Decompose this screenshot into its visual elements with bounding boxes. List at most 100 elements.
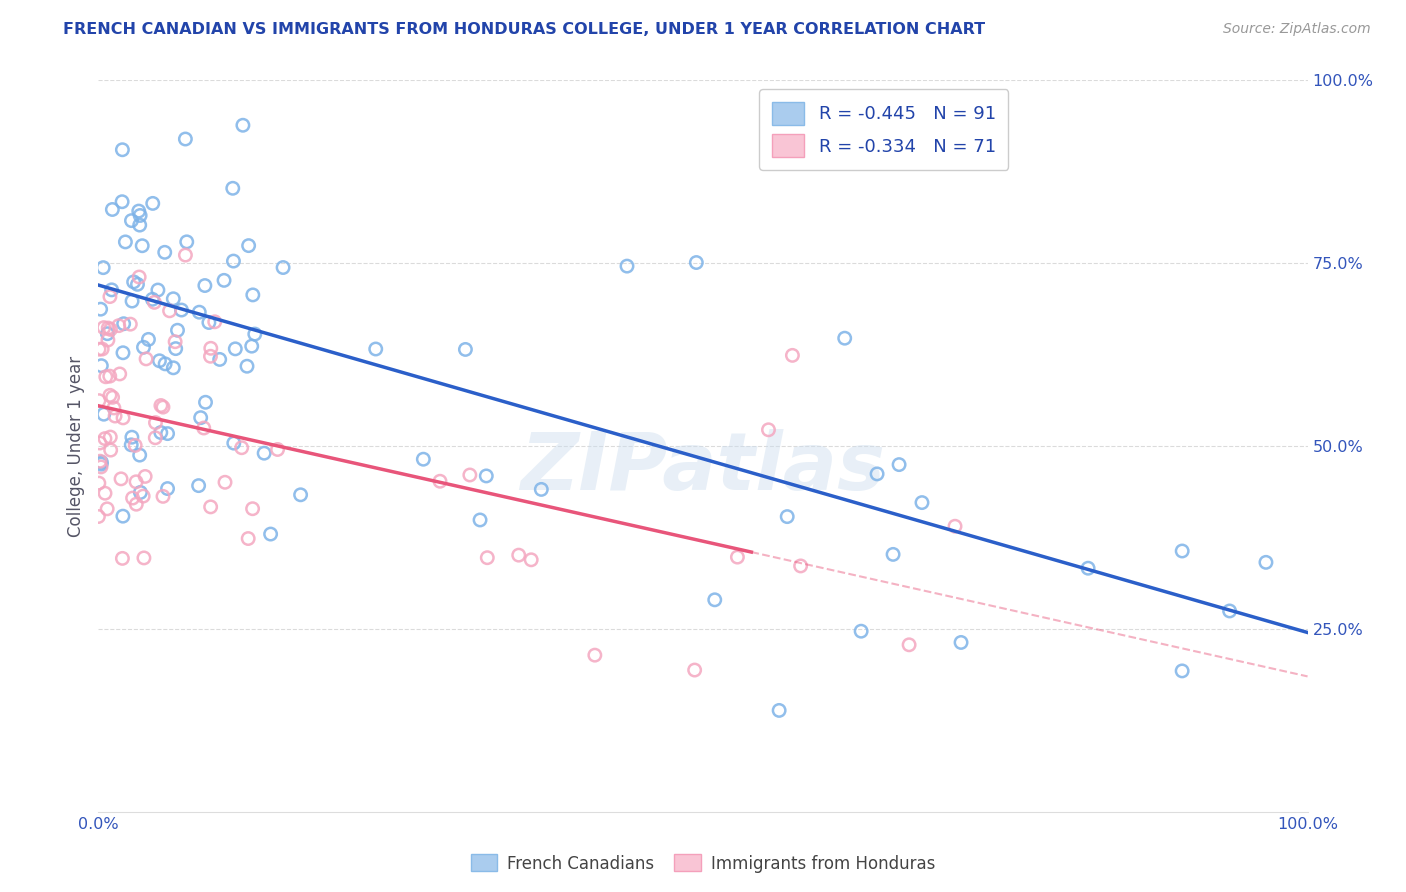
Point — [97, 333, 120, 347]
Text: ZIPatlas: ZIPatlas — [520, 429, 886, 507]
Point — [121, 430, 143, 444]
Point — [153, 245, 176, 260]
Legend: French Canadians, Immigrants from Honduras: French Canadians, Immigrants from Hondur… — [464, 847, 942, 880]
Point — [111, 194, 134, 209]
Point — [100, 322, 122, 336]
Point — [156, 426, 179, 441]
Point — [232, 118, 254, 132]
Point — [128, 270, 150, 285]
Point — [108, 367, 131, 381]
Point — [849, 624, 872, 639]
Point — [259, 527, 281, 541]
Point — [101, 202, 124, 217]
Point — [214, 475, 236, 490]
Point — [950, 635, 973, 649]
Point — [125, 497, 148, 511]
Point — [129, 485, 152, 500]
Point — [616, 259, 638, 273]
Point — [266, 442, 288, 457]
Point — [887, 458, 910, 472]
Point — [128, 218, 150, 232]
Point — [165, 334, 187, 349]
Point — [200, 341, 222, 355]
Point — [174, 248, 197, 262]
Point — [90, 459, 112, 474]
Point — [112, 317, 135, 331]
Point — [90, 455, 112, 469]
Point — [725, 550, 748, 565]
Point — [412, 452, 434, 467]
Point — [364, 342, 387, 356]
Point — [176, 235, 198, 249]
Point — [174, 132, 197, 146]
Point — [143, 431, 166, 445]
Point — [200, 500, 222, 514]
Point — [238, 238, 260, 252]
Point — [94, 486, 117, 500]
Point — [165, 342, 187, 356]
Point — [112, 410, 135, 425]
Point — [142, 196, 165, 211]
Point — [1219, 604, 1241, 618]
Point — [508, 548, 530, 562]
Text: Source: ZipAtlas.com: Source: ZipAtlas.com — [1223, 22, 1371, 37]
Point — [685, 255, 707, 269]
Point — [121, 491, 143, 505]
Point — [132, 489, 155, 503]
Point — [111, 509, 134, 524]
Point — [132, 340, 155, 354]
Point — [194, 278, 217, 293]
Point — [148, 353, 170, 368]
Point — [1077, 561, 1099, 575]
Point — [111, 345, 134, 359]
Point — [141, 293, 163, 307]
Point — [87, 509, 110, 524]
Point — [120, 438, 142, 452]
Text: FRENCH CANADIAN VS IMMIGRANTS FROM HONDURAS COLLEGE, UNDER 1 YEAR CORRELATION CH: FRENCH CANADIAN VS IMMIGRANTS FROM HONDU… — [63, 22, 986, 37]
Point — [898, 638, 921, 652]
Point — [683, 663, 706, 677]
Point — [149, 425, 172, 440]
Point — [98, 430, 121, 444]
Point — [789, 558, 811, 573]
Point — [911, 495, 934, 509]
Point — [208, 352, 231, 367]
Point — [290, 488, 312, 502]
Point — [200, 349, 222, 363]
Point — [204, 315, 226, 329]
Y-axis label: College, Under 1 year: College, Under 1 year — [66, 355, 84, 537]
Point — [768, 703, 790, 717]
Point — [120, 317, 142, 331]
Legend: R = -0.445   N = 91, R = -0.334   N = 71: R = -0.445 N = 91, R = -0.334 N = 71 — [759, 89, 1008, 170]
Point — [834, 331, 856, 345]
Point — [194, 395, 217, 409]
Point — [782, 348, 804, 362]
Point — [231, 441, 253, 455]
Point — [170, 303, 193, 318]
Point — [222, 181, 245, 195]
Point — [222, 436, 245, 450]
Point — [222, 254, 245, 268]
Point — [121, 294, 143, 309]
Point — [98, 369, 121, 384]
Point — [468, 513, 491, 527]
Point — [224, 342, 246, 356]
Point — [477, 550, 499, 565]
Point — [152, 400, 174, 414]
Point — [242, 288, 264, 302]
Point — [162, 360, 184, 375]
Point — [98, 388, 121, 402]
Point — [111, 551, 134, 566]
Point — [153, 357, 176, 371]
Point — [98, 290, 121, 304]
Point — [122, 275, 145, 289]
Point — [146, 283, 169, 297]
Point — [190, 410, 212, 425]
Point — [236, 359, 259, 374]
Point — [131, 238, 153, 252]
Point — [776, 509, 799, 524]
Point — [100, 283, 122, 297]
Point — [100, 443, 122, 458]
Point — [94, 432, 117, 446]
Point — [866, 467, 889, 481]
